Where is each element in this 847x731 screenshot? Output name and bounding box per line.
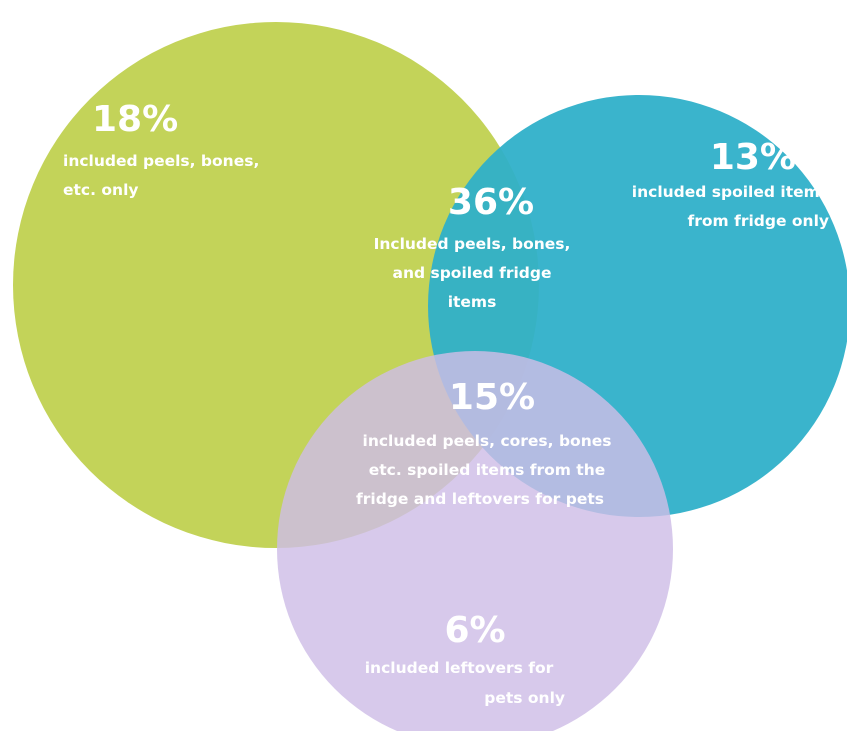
peels-fridge-line-3: items xyxy=(448,293,497,311)
pets-only-percent: 6% xyxy=(444,610,505,651)
all-three-line-3: fridge and leftovers for pets xyxy=(356,490,604,508)
peels-fridge-percent: 36% xyxy=(448,182,534,223)
peels-fridge-line-2: and spoiled fridge xyxy=(393,264,552,282)
fridge-only-line-1: included spoiled items xyxy=(632,183,829,201)
all-three-percent: 15% xyxy=(449,377,535,418)
peels-only-percent: 18% xyxy=(92,99,178,140)
pets-only-line-1: included leftovers for xyxy=(365,659,554,677)
pets-only-line-2: pets only xyxy=(484,689,565,707)
peels-fridge-line-1: Included peels, bones, xyxy=(374,235,571,253)
all-three-line-2: etc. spoiled items from the xyxy=(369,461,606,479)
fridge-only-line-2: from fridge only xyxy=(688,212,829,230)
fridge-only-percent: 13% xyxy=(710,137,796,178)
peels-only-line-1: included peels, bones, xyxy=(63,152,259,170)
all-three-line-1: included peels, cores, bones xyxy=(363,432,612,450)
peels-only-line-2: etc. only xyxy=(63,181,139,199)
circle-pets xyxy=(277,351,673,731)
